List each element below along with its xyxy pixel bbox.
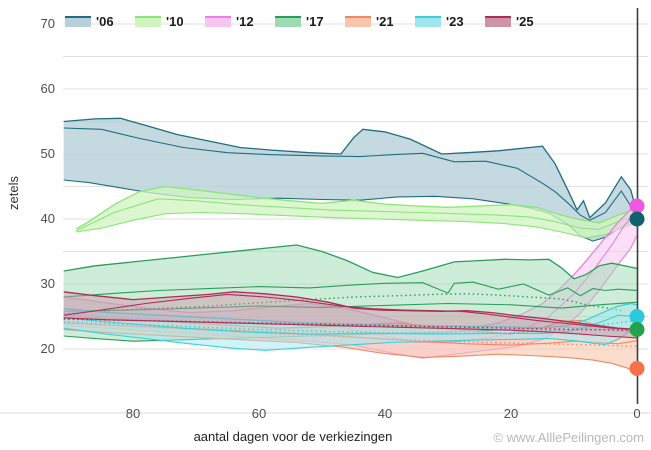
legend-label-25: '25 — [516, 13, 534, 29]
legend-swatch-17 — [275, 15, 301, 27]
series-10 — [75, 185, 638, 239]
legend-item-12[interactable]: '12 — [205, 11, 254, 31]
series-17-line-1 — [63, 301, 638, 312]
legend-swatch-10 — [135, 15, 161, 27]
legend-swatch-25 — [485, 15, 511, 27]
legend-item-21[interactable]: '21 — [345, 11, 394, 31]
legend-label-10: '10 — [166, 13, 184, 29]
y-tick-label-40: 40 — [40, 211, 55, 226]
legend-item-10[interactable]: '10 — [135, 11, 184, 31]
legend-label-17: '17 — [306, 13, 324, 29]
result-dot-23 — [629, 309, 645, 324]
series-06-band — [63, 118, 637, 242]
legend-swatch-21 — [345, 15, 371, 27]
legend-label-21: '21 — [376, 13, 394, 29]
legend-item-23[interactable]: '23 — [415, 11, 464, 31]
series-10-lower-line — [76, 211, 638, 239]
legend-swatch-23 — [415, 15, 441, 27]
series-10-line-0 — [76, 198, 638, 232]
x-axis-title: aantal dagen voor de verkiezingen — [193, 429, 393, 444]
legend-swatch-06 — [65, 15, 91, 27]
series-06-line-0 — [63, 127, 638, 221]
series-10-band — [76, 186, 638, 238]
legend-item-25[interactable]: '25 — [485, 11, 534, 31]
y-tick-label-50: 50 — [40, 146, 55, 161]
series-23-band — [63, 303, 637, 351]
y-tick-label-60: 60 — [40, 81, 55, 96]
legend-item-06[interactable]: '06 — [65, 11, 114, 31]
legend-label-12: '12 — [236, 13, 254, 29]
series-10-upper-line — [75, 185, 638, 230]
result-dot-21 — [629, 361, 645, 376]
x-tick-label-20: 20 — [503, 406, 519, 421]
series-06-upper-line — [63, 117, 638, 219]
x-tick-label-40: 40 — [377, 406, 393, 421]
series-25-line-0 — [63, 293, 638, 331]
y-tick-label-70: 70 — [40, 16, 55, 31]
x-tick-label-80: 80 — [125, 406, 141, 421]
result-dot-06 — [629, 211, 645, 227]
y-axis-title: zetels — [6, 176, 21, 210]
series-25-upper-line — [63, 291, 638, 331]
series-17-line-0 — [63, 281, 638, 298]
series-25-lower-line — [63, 317, 638, 339]
series-23-line-0 — [63, 314, 638, 335]
x-tick-label-60: 60 — [251, 406, 267, 421]
series-17-avg-dotted-line — [63, 293, 625, 314]
x-tick-label-0: 0 — [633, 406, 641, 421]
legend-label-23: '23 — [446, 13, 464, 29]
y-tick-label-20: 20 — [40, 341, 55, 356]
result-dot-17 — [629, 322, 645, 337]
legend-swatch-12 — [205, 15, 231, 27]
y-tick-label-30: 30 — [40, 276, 55, 291]
watermark: © www.AlllePeilingen.com — [493, 430, 644, 445]
legend-item-17[interactable]: '17 — [275, 11, 324, 31]
series-23-upper-line — [63, 302, 638, 329]
series-23 — [63, 302, 638, 351]
series-25-band — [63, 291, 637, 338]
series-17-upper-line — [63, 244, 638, 280]
series-25 — [63, 291, 638, 339]
series-23-lower-line — [63, 327, 638, 351]
result-dot-12 — [629, 198, 645, 214]
legend-label-06: '06 — [96, 13, 114, 29]
